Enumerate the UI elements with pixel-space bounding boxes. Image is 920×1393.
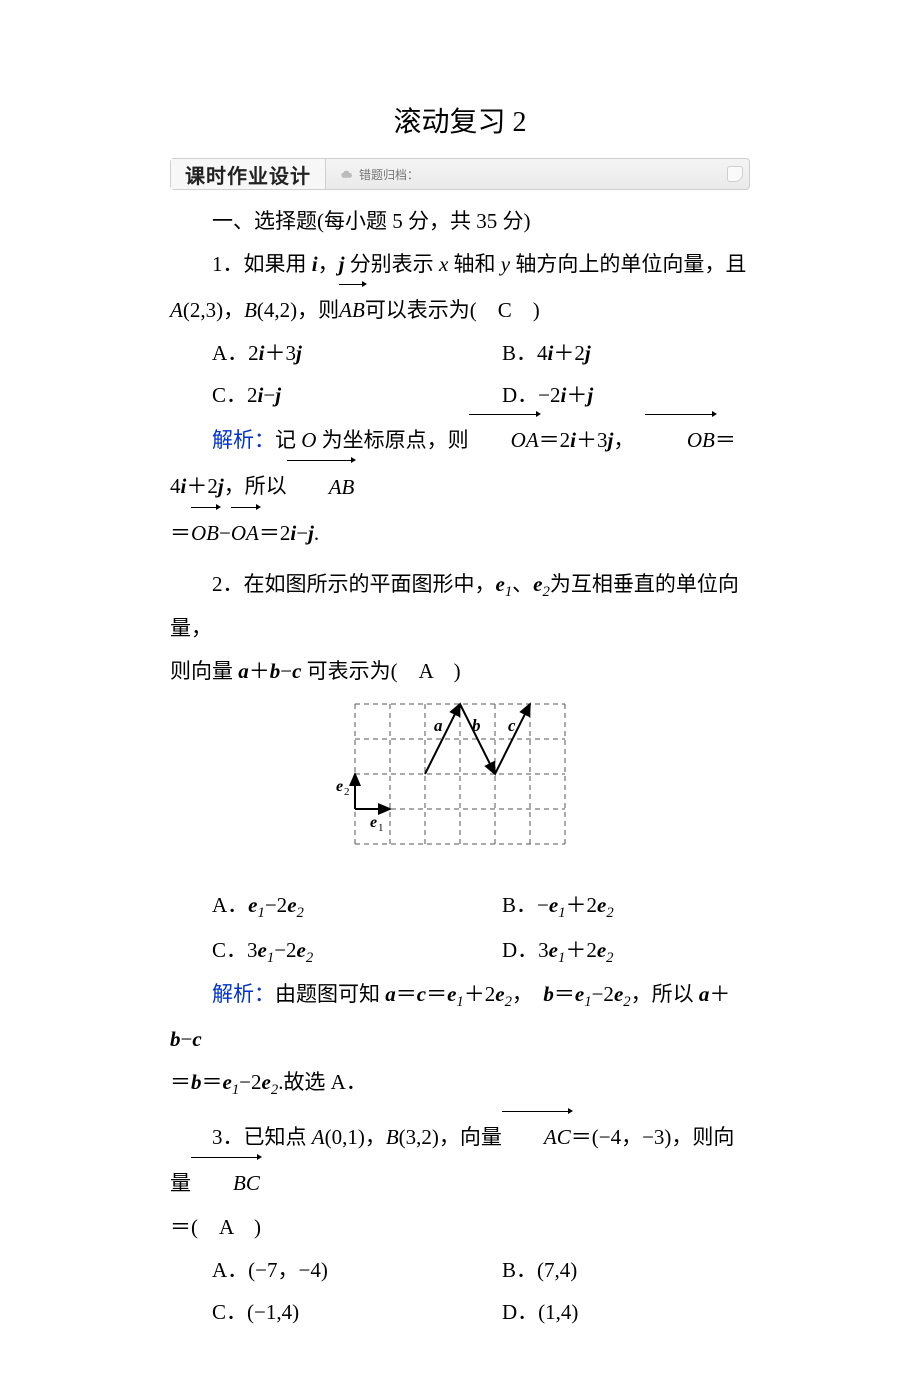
q2-solution-line2: ＝b＝e1−2e2.故选 A． xyxy=(170,1061,750,1105)
page-title: 滚动复习 2 xyxy=(170,100,750,140)
q2-options: A．e1−2e2 B．−e1＋2e2 C．3e1−2e2 D．3e1＋2e2 xyxy=(170,884,750,973)
q2-stem-line1: 2．在如图所示的平面图形中，e1、e2为互相垂直的单位向量， xyxy=(170,563,750,650)
q1-stem-line1: 1．如果用 i，j 分别表示 x 轴和 y 轴方向上的单位向量，且 xyxy=(170,243,750,286)
svg-text:e: e xyxy=(370,814,377,831)
q2-solution-line1: 解析：由题图可知 a＝c＝e1＋2e2， b＝e1−2e2，所以 a＋b−c xyxy=(170,973,750,1060)
q2-opt-d: D．3e1＋2e2 xyxy=(460,929,750,974)
q3-opt-d: D．(1,4) xyxy=(460,1291,750,1333)
vector-OB: OB xyxy=(645,416,715,462)
vector-OA: OA xyxy=(469,416,539,462)
section-heading: 一、选择题(每小题 5 分，共 35 分) xyxy=(170,200,750,243)
banner-mid-label: 错题归档： xyxy=(359,166,419,183)
q2-opt-a: A．e1−2e2 xyxy=(170,884,460,929)
solution-label: 解析： xyxy=(212,428,275,452)
svg-text:e: e xyxy=(336,778,343,795)
q1-solution-line1: 解析：记 O 为坐标原点，则OA＝2i＋3j， OB＝4i＋2j，所以AB xyxy=(170,416,750,508)
svg-text:1: 1 xyxy=(378,822,384,834)
q2-opt-b: B．−e1＋2e2 xyxy=(460,884,750,929)
vector-AC: AC xyxy=(502,1113,571,1159)
banner-corner-icon xyxy=(727,166,743,182)
q1-opt-d: D．−2i＋j xyxy=(460,374,750,416)
banner-mid: 错题归档： xyxy=(326,166,419,183)
vector-OA: OA xyxy=(231,509,259,555)
q3-stem-line2: ＝( A ) xyxy=(170,1206,750,1249)
q2-diagram: e 1 e 2 a b c xyxy=(170,699,750,874)
q1-opt-b: B．4i＋2j xyxy=(460,332,750,374)
svg-text:b: b xyxy=(472,716,481,735)
q2-opt-c: C．3e1−2e2 xyxy=(170,929,460,974)
q3-opt-b: B．(7,4) xyxy=(460,1249,750,1291)
vector-BC: BC xyxy=(191,1159,260,1205)
vector-OB: OB xyxy=(191,509,219,555)
q1-stem-line2: A(2,3)，B(4,2)，则AB可以表示为( C ) xyxy=(170,286,750,332)
q1-options: A．2i＋3j B．4i＋2j C．2i−j D．−2i＋j xyxy=(170,332,750,416)
vector-AB: AB xyxy=(339,286,365,332)
page: 滚动复习 2 课时作业设计 错题归档： 一、选择题(每小题 5 分，共 35 分… xyxy=(0,0,920,1393)
q3-opt-a: A．(−7，−4) xyxy=(170,1249,460,1291)
vector-AB: AB xyxy=(287,462,355,508)
solution-label: 解析： xyxy=(212,982,275,1006)
assignment-banner: 课时作业设计 错题归档： xyxy=(170,158,750,190)
svg-text:a: a xyxy=(434,716,443,735)
svg-text:c: c xyxy=(508,716,516,735)
q3-opt-c: C．(−1,4) xyxy=(170,1291,460,1333)
q1-opt-c: C．2i−j xyxy=(170,374,460,416)
q1-opt-a: A．2i＋3j xyxy=(170,332,460,374)
q3-options: A．(−7，−4) B．(7,4) C．(−1,4) D．(1,4) xyxy=(170,1249,750,1333)
q3-stem-line1: 3．已知点 A(0,1)，B(3,2)，向量AC＝(−4，−3)，则向量BC xyxy=(170,1113,750,1205)
cloud-icon xyxy=(340,169,354,179)
q1-solution-line2: ＝OB−OA＝2i−j. xyxy=(170,509,750,555)
svg-text:2: 2 xyxy=(344,786,350,798)
banner-left-label: 课时作业设计 xyxy=(171,159,326,189)
q2-stem-line2: 则向量 a＋b−c 可表示为( A ) xyxy=(170,650,750,693)
